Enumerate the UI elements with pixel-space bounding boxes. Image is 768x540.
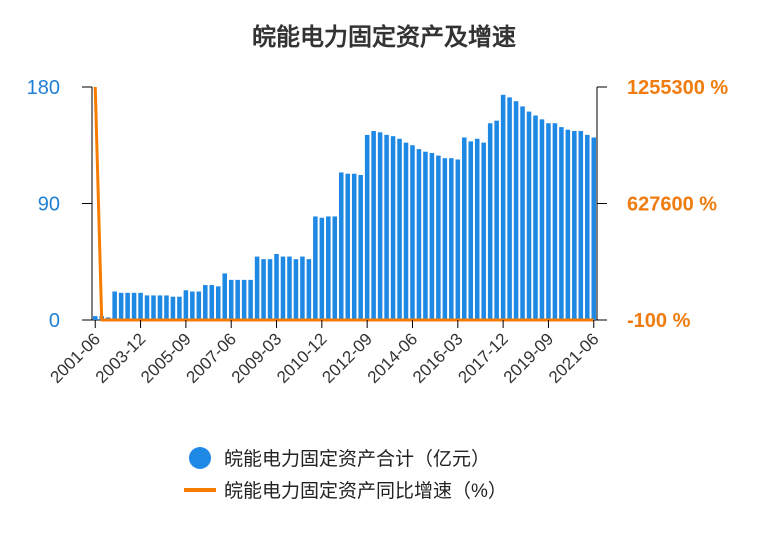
bar — [526, 111, 532, 320]
bar — [170, 296, 176, 320]
bar — [462, 137, 467, 320]
bar — [203, 285, 208, 320]
bar — [138, 292, 143, 320]
bar — [274, 253, 279, 320]
bar — [164, 295, 169, 320]
x-tick-label: 2021-06 — [545, 329, 603, 387]
bar — [112, 291, 117, 320]
bar — [209, 285, 215, 320]
bar — [455, 159, 461, 320]
bar — [403, 142, 409, 320]
bar — [190, 291, 195, 320]
bar — [474, 138, 480, 320]
legend-label-growth-rate: 皖能电力固定资产同比增速（%） — [224, 480, 507, 502]
bar — [151, 295, 156, 320]
bar — [533, 115, 538, 320]
bar — [552, 123, 558, 320]
bar — [267, 259, 273, 320]
bar — [481, 142, 486, 320]
bar — [494, 120, 499, 321]
bar — [442, 158, 448, 320]
bar — [241, 279, 247, 320]
bar — [196, 291, 202, 320]
bar — [507, 97, 512, 320]
bar — [559, 127, 564, 320]
legend-label-fixed-assets: 皖能电力固定资产合计（亿元） — [224, 448, 490, 470]
bar — [351, 173, 357, 320]
left-tick-label: 90 — [38, 194, 60, 216]
right-tick-label: -100 % — [627, 310, 691, 332]
bar — [520, 106, 525, 321]
left-tick-label: 0 — [49, 310, 60, 332]
bar — [468, 141, 474, 320]
bar — [397, 138, 402, 320]
bar — [332, 216, 338, 320]
bar — [157, 295, 163, 320]
bar — [377, 132, 383, 320]
bar — [144, 295, 150, 320]
bar — [345, 173, 351, 320]
bar — [254, 256, 260, 320]
bar — [228, 279, 234, 320]
right-tick-label: 627600 % — [627, 194, 717, 216]
bar — [416, 149, 422, 320]
right-tick-label: 1255300 % — [627, 77, 728, 99]
bar — [235, 279, 240, 320]
bar — [384, 134, 389, 320]
bar — [364, 134, 370, 320]
bar — [215, 286, 221, 320]
bar — [118, 292, 124, 320]
bar — [578, 131, 584, 320]
bar — [371, 131, 376, 320]
bar — [300, 256, 305, 320]
bar — [326, 216, 331, 320]
bar — [92, 316, 98, 320]
bar — [183, 290, 189, 320]
bar — [293, 259, 299, 320]
bar — [131, 292, 137, 320]
bar — [125, 292, 130, 320]
bar — [487, 123, 493, 320]
bar — [338, 172, 344, 320]
bar — [513, 101, 519, 320]
bar — [390, 136, 396, 320]
legend-marker-fixed-assets — [189, 447, 211, 469]
bar — [410, 145, 415, 320]
legend: 皖能电力固定资产合计（亿元） 皖能电力固定资产同比增速（%） — [184, 447, 507, 502]
bar — [306, 259, 312, 320]
bar — [287, 256, 292, 320]
bar — [248, 279, 253, 320]
bar — [585, 134, 590, 320]
bar — [539, 119, 545, 320]
left-tick-label: 180 — [27, 77, 60, 99]
bar — [423, 151, 428, 320]
chart-title: 皖能电力固定资产及增速 — [252, 23, 516, 51]
bar — [572, 131, 577, 320]
bar — [261, 259, 266, 320]
bar — [319, 217, 325, 320]
bar — [436, 155, 441, 320]
bar — [280, 256, 286, 320]
bar — [222, 273, 227, 320]
bar — [429, 153, 435, 320]
bar — [546, 123, 551, 320]
bar — [177, 296, 182, 320]
bar — [500, 94, 506, 321]
bar — [591, 137, 597, 320]
growth-rate-line — [93, 86, 594, 322]
bar — [313, 216, 318, 320]
bar — [565, 129, 571, 320]
bar — [449, 158, 454, 320]
bar — [358, 175, 363, 320]
